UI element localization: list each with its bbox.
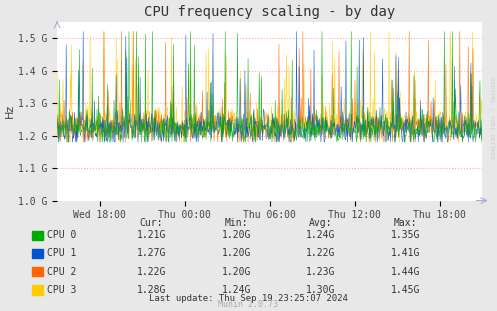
Text: 1.27G: 1.27G bbox=[137, 248, 166, 258]
Text: 1.22G: 1.22G bbox=[137, 267, 166, 276]
Text: Avg:: Avg: bbox=[309, 218, 332, 228]
Text: Max:: Max: bbox=[393, 218, 417, 228]
Text: RRDTOOL / TOBI OETIKER: RRDTOOL / TOBI OETIKER bbox=[490, 77, 495, 160]
Text: 1.35G: 1.35G bbox=[390, 230, 420, 240]
Text: CPU 1: CPU 1 bbox=[47, 248, 77, 258]
Text: 1.41G: 1.41G bbox=[390, 248, 420, 258]
Text: Min:: Min: bbox=[224, 218, 248, 228]
Y-axis label: Hz: Hz bbox=[5, 104, 15, 118]
Text: 1.45G: 1.45G bbox=[390, 285, 420, 295]
Title: CPU frequency scaling - by day: CPU frequency scaling - by day bbox=[144, 5, 395, 19]
Text: Last update: Thu Sep 19 23:25:07 2024: Last update: Thu Sep 19 23:25:07 2024 bbox=[149, 294, 348, 303]
Text: Cur:: Cur: bbox=[140, 218, 164, 228]
Text: 1.30G: 1.30G bbox=[306, 285, 335, 295]
Text: 1.44G: 1.44G bbox=[390, 267, 420, 276]
Text: 1.24G: 1.24G bbox=[306, 230, 335, 240]
Text: 1.22G: 1.22G bbox=[306, 248, 335, 258]
Text: 1.28G: 1.28G bbox=[137, 285, 166, 295]
Text: 1.20G: 1.20G bbox=[221, 248, 251, 258]
Text: 1.21G: 1.21G bbox=[137, 230, 166, 240]
Text: CPU 0: CPU 0 bbox=[47, 230, 77, 240]
Text: 1.23G: 1.23G bbox=[306, 267, 335, 276]
Text: 1.24G: 1.24G bbox=[221, 285, 251, 295]
Text: 1.20G: 1.20G bbox=[221, 230, 251, 240]
Text: CPU 2: CPU 2 bbox=[47, 267, 77, 276]
Text: Munin 2.0.73: Munin 2.0.73 bbox=[219, 300, 278, 309]
Text: 1.20G: 1.20G bbox=[221, 267, 251, 276]
Text: CPU 3: CPU 3 bbox=[47, 285, 77, 295]
